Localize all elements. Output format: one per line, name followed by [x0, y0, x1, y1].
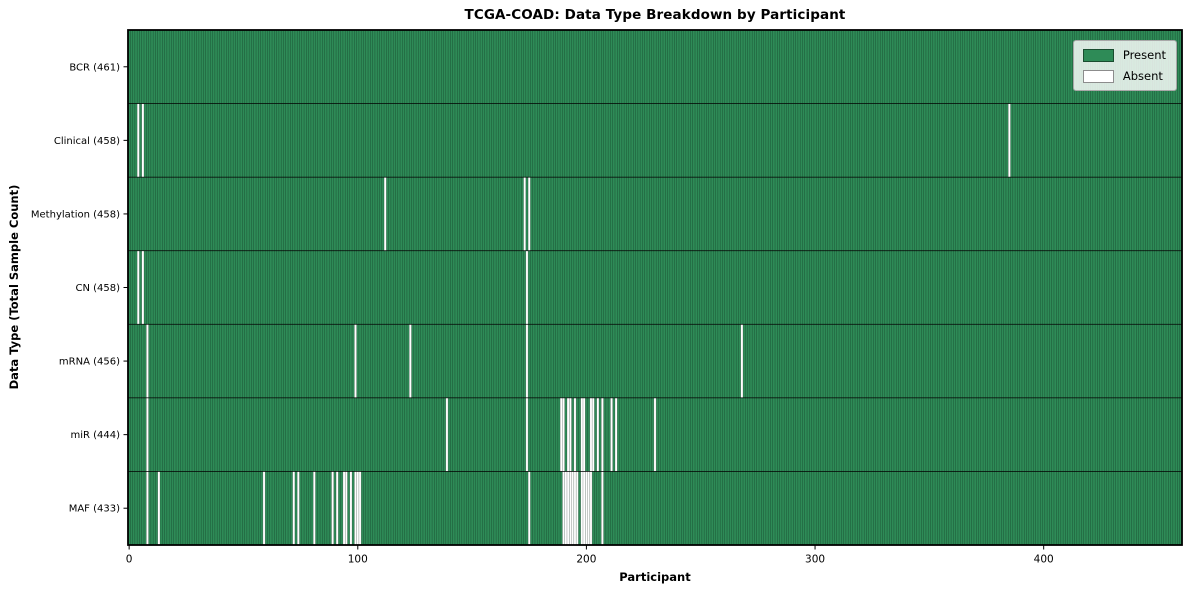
y-tick-label: Clinical (458): [54, 136, 120, 147]
absent-mark: [358, 471, 362, 545]
absent-mark: [445, 397, 449, 472]
absent-mark: [331, 471, 334, 545]
absent-mark: [569, 471, 572, 545]
row-present-band: [128, 471, 1182, 545]
x-tick-label: 0: [126, 554, 133, 566]
absent-mark: [580, 471, 583, 545]
absent-mark: [354, 324, 357, 398]
x-tick-label: 100: [348, 554, 368, 566]
absent-mark: [137, 103, 140, 178]
absent-mark: [384, 177, 387, 251]
y-tick-label: MAF (433): [69, 504, 120, 515]
absent-mark: [356, 471, 359, 545]
x-tick-label: 200: [576, 554, 596, 566]
x-tick-label: 300: [805, 554, 825, 566]
absent-mark: [580, 397, 583, 472]
absent-mark: [585, 471, 588, 545]
absent-mark: [349, 471, 353, 545]
absent-mark: [560, 397, 563, 472]
absent-mark: [562, 397, 565, 472]
absent-mark: [571, 471, 574, 545]
x-axis-label: Participant: [619, 570, 691, 584]
legend-absent-label: Absent: [1122, 69, 1163, 83]
absent-mark: [528, 177, 531, 251]
y-tick-label: BCR (461): [69, 62, 120, 73]
absent-mark: [297, 471, 300, 545]
y-tick-label: miR (444): [70, 430, 120, 441]
y-tick-label: Methylation (458): [31, 209, 120, 220]
absent-mark: [146, 324, 149, 398]
row-present-band: [128, 324, 1182, 398]
absent-mark: [576, 471, 579, 545]
absent-mark: [137, 250, 140, 325]
absent-mark: [566, 397, 570, 472]
absent-mark: [601, 397, 604, 472]
absent-mark: [592, 397, 595, 472]
absent-mark: [569, 397, 572, 472]
absent-mark: [564, 471, 567, 545]
absent-mark: [525, 250, 529, 325]
absent-mark: [582, 397, 586, 472]
absent-mark: [573, 397, 577, 472]
row-present-band: [128, 250, 1182, 325]
absent-mark: [146, 471, 149, 545]
row-present-band: [128, 177, 1182, 251]
legend-item-absent: Absent: [1082, 69, 1166, 83]
absent-mark: [562, 471, 565, 545]
absent-mark: [528, 471, 531, 545]
legend-absent-swatch: [1082, 69, 1114, 83]
absent-mark: [262, 471, 266, 545]
absent-mark: [342, 471, 346, 545]
absent-mark: [525, 324, 529, 398]
absent-mark: [523, 177, 526, 251]
absent-mark: [345, 471, 348, 545]
absent-mark: [354, 471, 357, 545]
legend: Present Absent: [1072, 40, 1177, 91]
legend-present-swatch: [1082, 48, 1114, 62]
absent-mark: [525, 397, 529, 472]
absent-mark: [141, 250, 145, 325]
absent-mark: [589, 397, 593, 472]
absent-mark: [601, 471, 604, 545]
absent-mark: [610, 397, 613, 472]
absent-mark: [292, 471, 295, 545]
absent-mark: [653, 397, 657, 472]
legend-present-label: Present: [1122, 48, 1166, 62]
row-present-band: [128, 30, 1182, 104]
x-tick-label: 400: [1034, 554, 1054, 566]
absent-mark: [587, 471, 590, 545]
absent-mark: [614, 397, 618, 472]
y-tick-label: CN (458): [75, 283, 120, 294]
absent-mark: [596, 397, 599, 472]
absent-mark: [336, 471, 339, 545]
y-tick-label: mRNA (456): [59, 357, 120, 368]
absent-mark: [740, 324, 744, 398]
absent-mark: [141, 103, 145, 178]
absent-mark: [409, 324, 412, 398]
chart-title: TCGA-COAD: Data Type Breakdown by Partic…: [464, 7, 846, 23]
absent-mark: [157, 471, 161, 545]
absent-mark: [589, 471, 593, 545]
legend-item-present: Present: [1082, 48, 1166, 62]
row-present-band: [128, 103, 1182, 178]
absent-mark: [313, 471, 316, 545]
absent-mark: [573, 471, 577, 545]
absent-mark: [146, 397, 149, 472]
absent-mark: [1008, 103, 1011, 178]
absent-mark: [582, 471, 586, 545]
absent-mark: [566, 471, 570, 545]
